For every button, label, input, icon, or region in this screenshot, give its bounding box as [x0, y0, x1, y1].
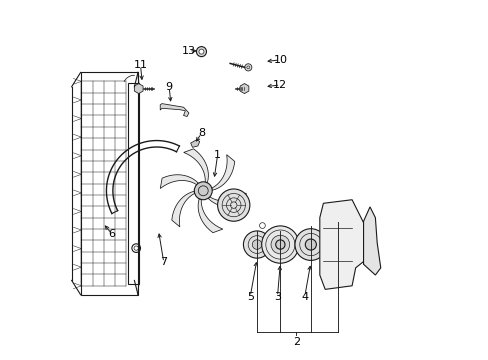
- Text: 5: 5: [246, 292, 253, 302]
- Text: 2: 2: [292, 337, 300, 347]
- Polygon shape: [171, 191, 194, 227]
- Circle shape: [244, 64, 251, 71]
- Polygon shape: [198, 199, 223, 233]
- Circle shape: [275, 240, 285, 249]
- Text: 7: 7: [160, 257, 167, 267]
- Circle shape: [294, 229, 326, 260]
- Text: 3: 3: [273, 292, 281, 302]
- Text: 11: 11: [133, 60, 147, 70]
- Polygon shape: [363, 207, 380, 275]
- Circle shape: [252, 240, 261, 249]
- Circle shape: [199, 49, 203, 54]
- Text: 9: 9: [165, 82, 172, 92]
- Text: 10: 10: [273, 55, 287, 65]
- Circle shape: [305, 239, 316, 250]
- Text: 6: 6: [108, 229, 115, 239]
- Circle shape: [270, 235, 289, 254]
- Text: 4: 4: [301, 292, 307, 302]
- Polygon shape: [160, 175, 198, 189]
- Polygon shape: [211, 155, 234, 190]
- Text: 13: 13: [182, 46, 196, 56]
- Text: 1: 1: [214, 150, 221, 160]
- Circle shape: [194, 182, 212, 200]
- Text: 8: 8: [198, 129, 204, 138]
- Circle shape: [217, 189, 249, 221]
- Polygon shape: [160, 104, 188, 117]
- Circle shape: [261, 226, 298, 263]
- Polygon shape: [190, 139, 199, 147]
- Circle shape: [243, 231, 270, 258]
- Circle shape: [196, 46, 206, 57]
- Polygon shape: [183, 149, 208, 183]
- Polygon shape: [208, 193, 246, 207]
- Text: 12: 12: [273, 80, 287, 90]
- Polygon shape: [319, 200, 364, 289]
